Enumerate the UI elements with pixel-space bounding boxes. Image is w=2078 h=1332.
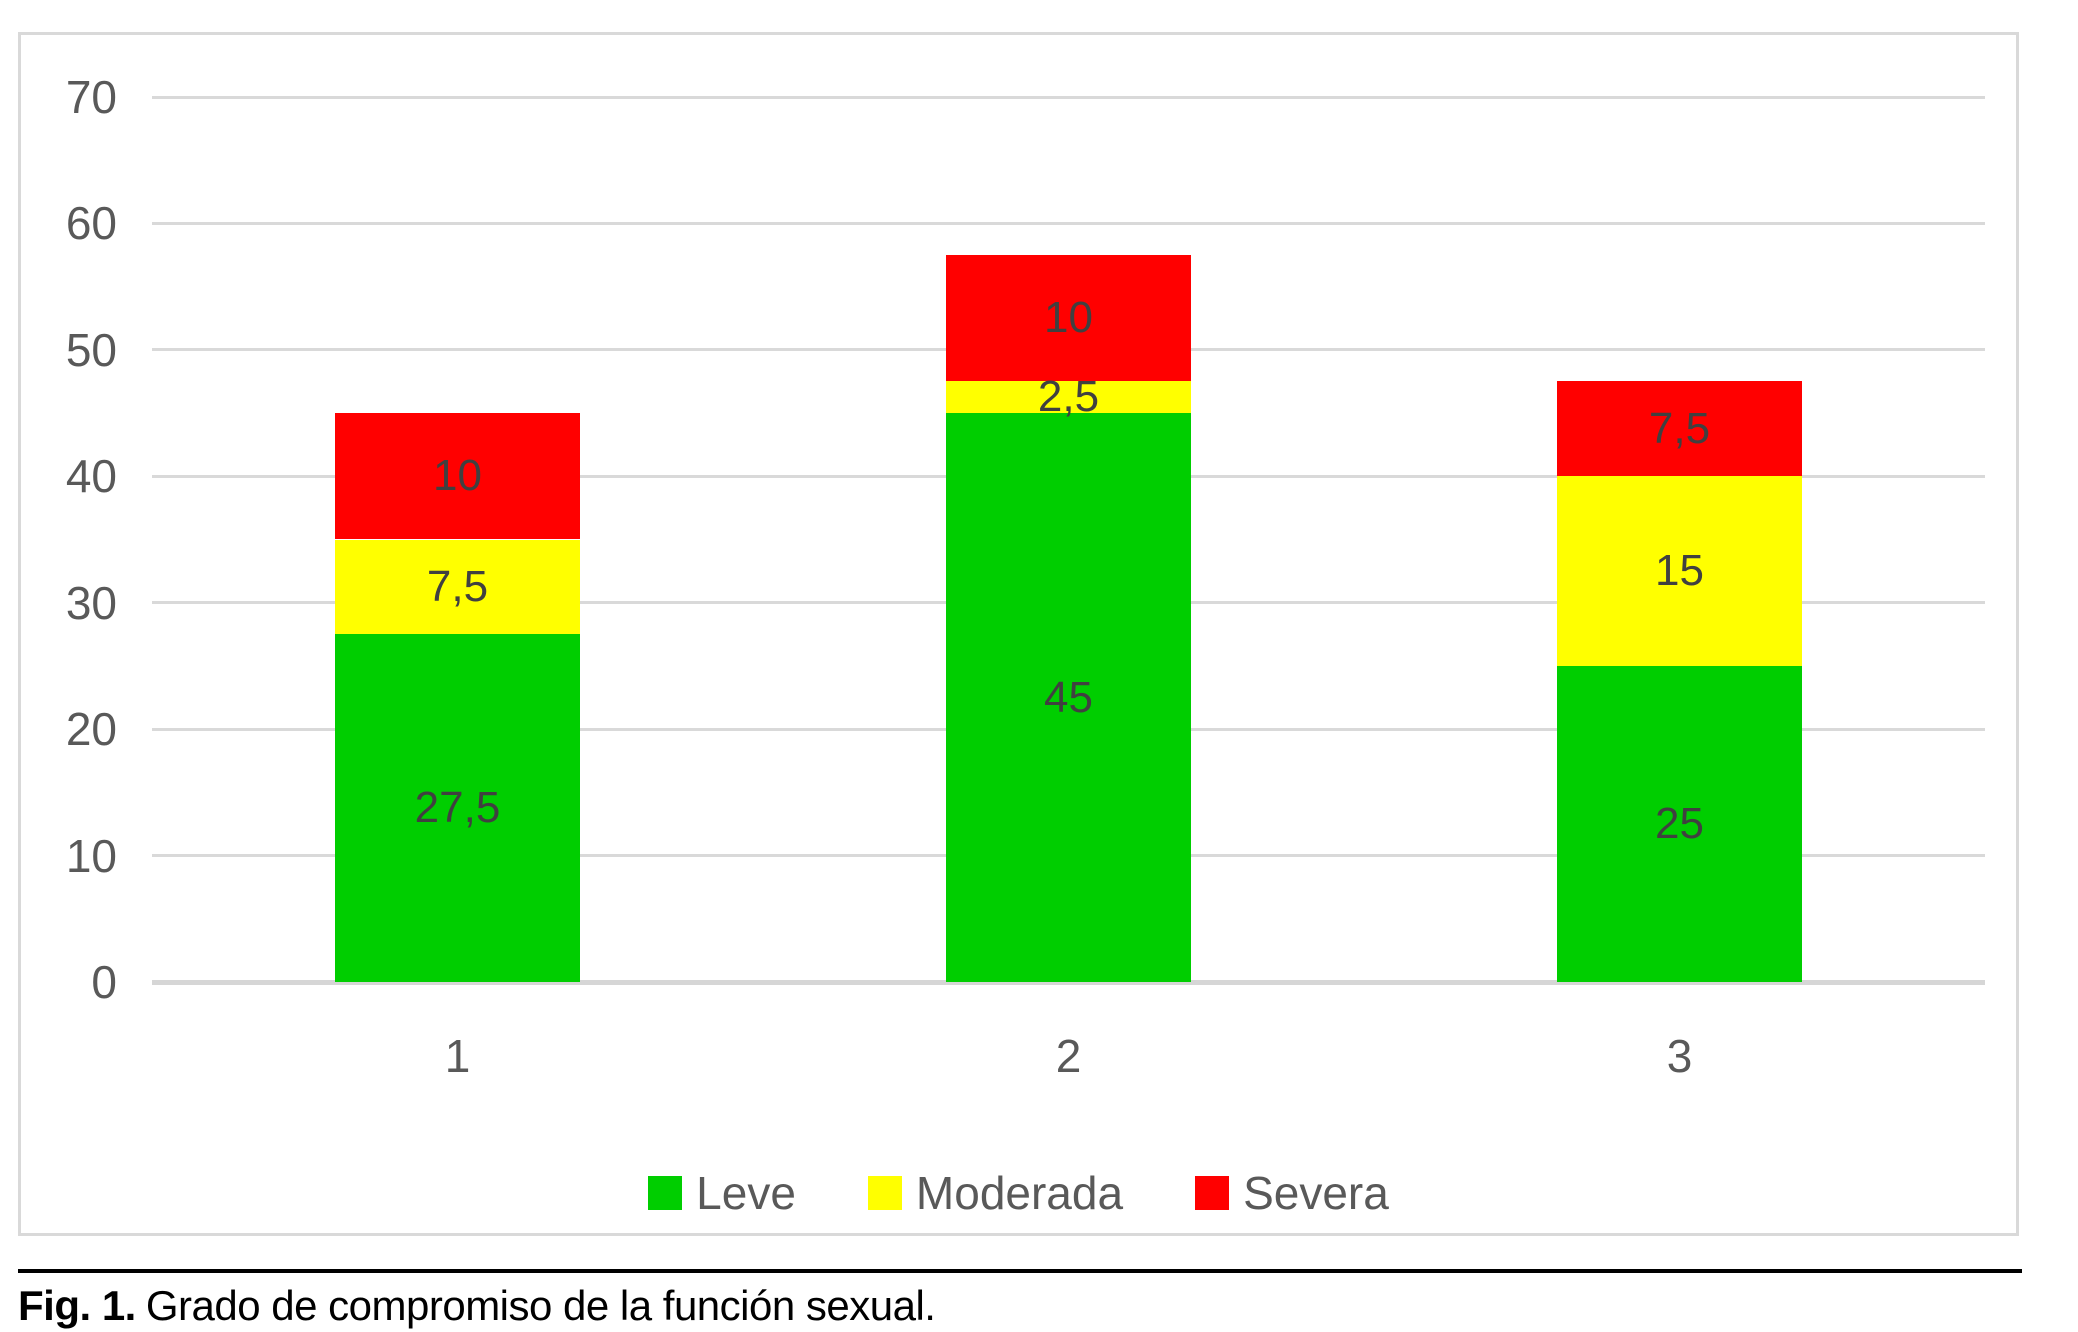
legend-swatch-severa-icon (1195, 1176, 1230, 1210)
y-tick-label-0: 0 (91, 956, 117, 1008)
bar-2-segment-leve (946, 413, 1191, 982)
y-tick-label-10: 10 (65, 829, 117, 882)
bar-2-label-leve: 45 (1044, 672, 1093, 722)
caption-rule (18, 1269, 2022, 1273)
legend: Leve Moderada Severa (18, 1163, 2019, 1223)
legend-item-severa: Severa (1195, 1166, 1389, 1220)
bar-2-label-severa: 10 (1044, 293, 1093, 343)
bar-2-segment-moderada (946, 381, 1191, 414)
bar-1-label-moderada: 7,5 (426, 561, 489, 611)
bar-3-label-leve: 25 (1655, 798, 1704, 848)
figure-caption-text: Grado de compromiso de la función sexual… (145, 1282, 936, 1329)
y-tick-label-40: 40 (65, 450, 117, 503)
figure-caption-prefix: Fig. 1. (18, 1282, 136, 1329)
bar-2-segment-severa (946, 255, 1191, 382)
figure-caption: Fig. 1. Grado de compromiso de la función… (18, 1282, 2058, 1330)
bar-1-label-leve: 27,5 (414, 783, 501, 833)
bar-1-segment-severa (335, 413, 580, 540)
bar-3-segment-leve (1557, 665, 1802, 982)
y-tick-label-60: 60 (65, 197, 117, 250)
y-tick-label-50: 50 (65, 323, 117, 376)
legend-item-leve: Leve (648, 1166, 796, 1220)
legend-label-leve: Leve (696, 1167, 796, 1219)
gridline-y70 (152, 95, 1985, 99)
gridline-y60 (152, 221, 1985, 225)
legend-label-moderada: Moderada (915, 1167, 1124, 1219)
y-tick-label-70: 70 (65, 71, 117, 123)
bar-1-segment-leve (335, 634, 580, 982)
x-tick-label-3: 3 (1666, 1030, 1693, 1082)
bar-1-segment-moderada (335, 539, 580, 635)
bar-3-label-moderada: 15 (1655, 546, 1704, 596)
y-tick-label-20: 20 (65, 703, 117, 756)
bar-2-label-moderada: 2,5 (1037, 372, 1100, 422)
x-tick-label-1: 1 (444, 1030, 471, 1082)
legend-swatch-moderada-icon (867, 1176, 902, 1210)
bar-1-label-severa: 10 (433, 451, 482, 501)
legend-label-severa: Severa (1243, 1167, 1389, 1219)
x-axis-line (152, 979, 1985, 985)
x-tick-label-2: 2 (1055, 1030, 1082, 1082)
bar-3-segment-moderada (1557, 476, 1802, 666)
legend-swatch-leve-icon (648, 1176, 683, 1210)
bar-3-segment-severa (1557, 381, 1802, 477)
y-tick-label-30: 30 (65, 576, 117, 629)
bar-3-label-severa: 7,5 (1648, 403, 1711, 453)
legend-item-moderada: Moderada (867, 1166, 1124, 1220)
